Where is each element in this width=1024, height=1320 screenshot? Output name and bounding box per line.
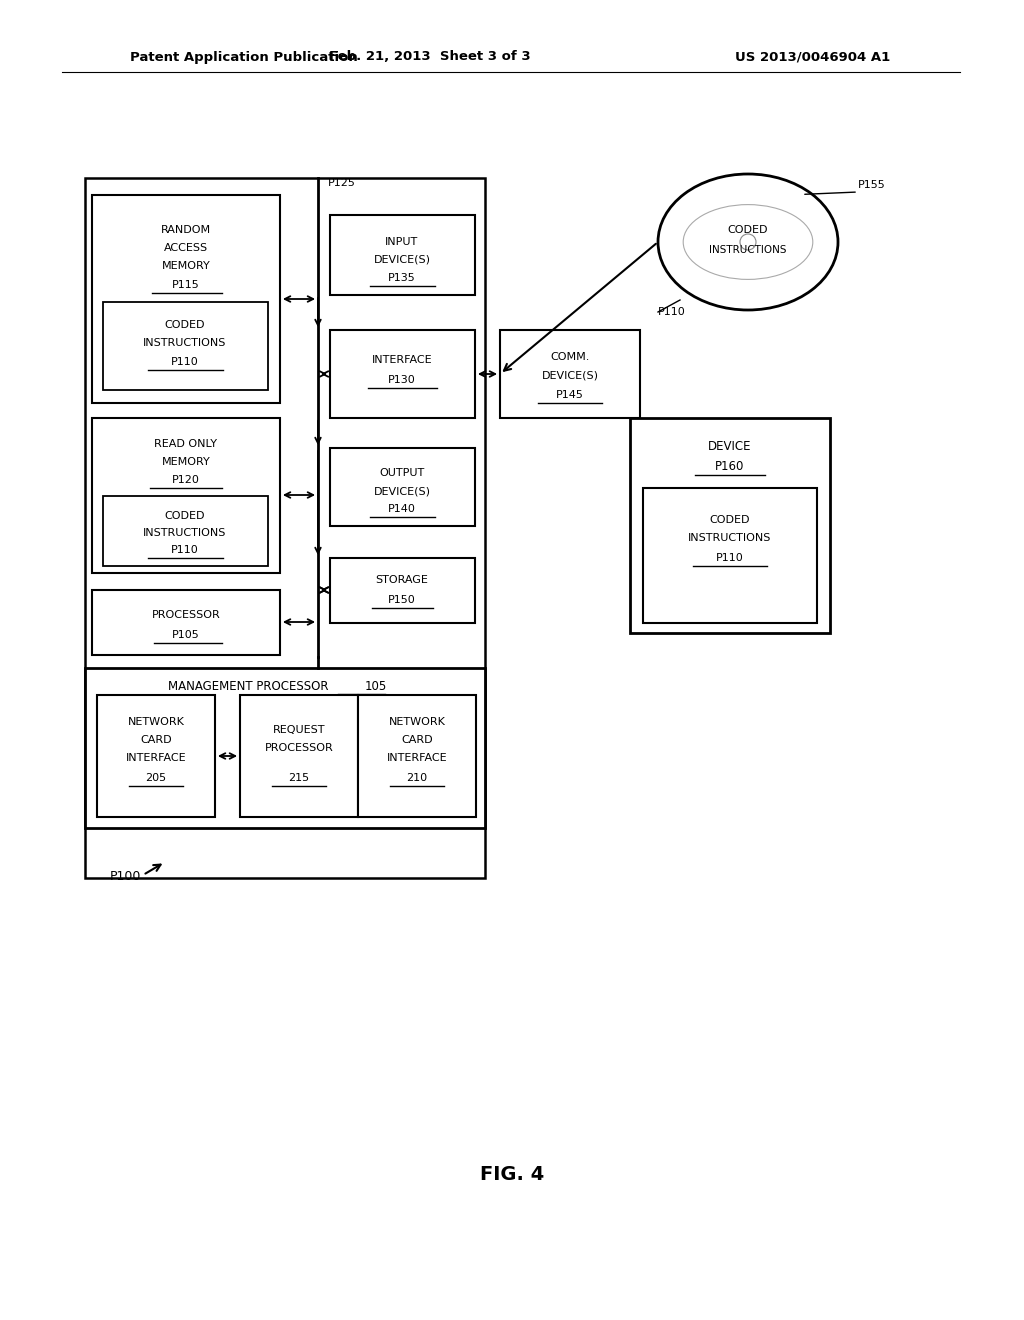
Bar (92, 590, 280, 655)
Text: US 2013/0046904 A1: US 2013/0046904 A1 (735, 50, 890, 63)
Bar (330, 558, 475, 623)
Text: CODED: CODED (710, 515, 751, 525)
Text: NETWORK: NETWORK (388, 717, 445, 727)
Text: DEVICE(S): DEVICE(S) (374, 486, 430, 496)
Text: MEMORY: MEMORY (162, 261, 210, 271)
Text: CODED: CODED (165, 319, 205, 330)
Bar (92, 418, 280, 573)
Text: P110: P110 (658, 308, 686, 317)
Text: DEVICE(S): DEVICE(S) (374, 255, 430, 265)
Bar (103, 302, 268, 389)
Text: P125: P125 (328, 178, 356, 187)
Bar (85, 668, 485, 828)
Text: DEVICE(S): DEVICE(S) (542, 370, 598, 380)
Text: CODED: CODED (728, 224, 768, 235)
Text: P110: P110 (171, 356, 199, 367)
Bar (330, 215, 475, 294)
Bar (358, 696, 476, 817)
Bar (330, 330, 475, 418)
Ellipse shape (658, 174, 838, 310)
Bar (97, 696, 215, 817)
Text: P160: P160 (716, 461, 744, 474)
Text: INTERFACE: INTERFACE (387, 752, 447, 763)
Bar (330, 447, 475, 525)
Text: STORAGE: STORAGE (376, 576, 428, 585)
Text: INTERFACE: INTERFACE (126, 752, 186, 763)
Text: INSTRUCTIONS: INSTRUCTIONS (143, 528, 226, 539)
Text: 205: 205 (145, 774, 167, 783)
Text: 210: 210 (407, 774, 428, 783)
Text: OUTPUT: OUTPUT (379, 469, 425, 478)
Text: COMM.: COMM. (550, 352, 590, 362)
Text: CARD: CARD (140, 735, 172, 744)
Text: P105: P105 (172, 630, 200, 640)
Text: MEMORY: MEMORY (162, 457, 210, 467)
Text: INPUT: INPUT (385, 238, 419, 247)
Text: P120: P120 (172, 475, 200, 484)
Text: P110: P110 (716, 553, 743, 564)
Text: RANDOM: RANDOM (161, 224, 211, 235)
Text: P155: P155 (858, 180, 886, 190)
Text: FIG. 4: FIG. 4 (480, 1166, 544, 1184)
Text: ACCESS: ACCESS (164, 243, 208, 253)
Text: P145: P145 (556, 389, 584, 400)
Text: P130: P130 (388, 375, 416, 385)
Text: PROCESSOR: PROCESSOR (264, 743, 334, 752)
Text: 215: 215 (289, 774, 309, 783)
Circle shape (740, 234, 756, 249)
Text: PROCESSOR: PROCESSOR (152, 610, 220, 620)
Bar (92, 195, 280, 403)
Text: CARD: CARD (401, 735, 433, 744)
Text: REQUEST: REQUEST (272, 725, 326, 735)
Text: INSTRUCTIONS: INSTRUCTIONS (710, 246, 786, 255)
Text: CODED: CODED (165, 511, 205, 521)
Text: NETWORK: NETWORK (128, 717, 184, 727)
Bar (500, 330, 640, 418)
Bar (240, 696, 358, 817)
Text: P140: P140 (388, 504, 416, 513)
Text: INTERFACE: INTERFACE (372, 355, 432, 366)
Text: P100: P100 (110, 870, 141, 883)
Bar (103, 496, 268, 566)
Text: Patent Application Publication: Patent Application Publication (130, 50, 357, 63)
Text: P135: P135 (388, 273, 416, 282)
Text: INSTRUCTIONS: INSTRUCTIONS (143, 338, 226, 348)
Text: MANAGEMENT PROCESSOR: MANAGEMENT PROCESSOR (168, 680, 332, 693)
Text: 105: 105 (365, 680, 387, 693)
Text: Feb. 21, 2013  Sheet 3 of 3: Feb. 21, 2013 Sheet 3 of 3 (329, 50, 530, 63)
Text: READ ONLY: READ ONLY (155, 440, 217, 449)
Text: P150: P150 (388, 595, 416, 605)
Bar (643, 488, 817, 623)
Bar (630, 418, 830, 634)
Text: P115: P115 (172, 280, 200, 290)
Text: DEVICE: DEVICE (709, 441, 752, 454)
Text: P110: P110 (171, 545, 199, 554)
Bar (85, 178, 485, 878)
Text: INSTRUCTIONS: INSTRUCTIONS (688, 533, 772, 543)
